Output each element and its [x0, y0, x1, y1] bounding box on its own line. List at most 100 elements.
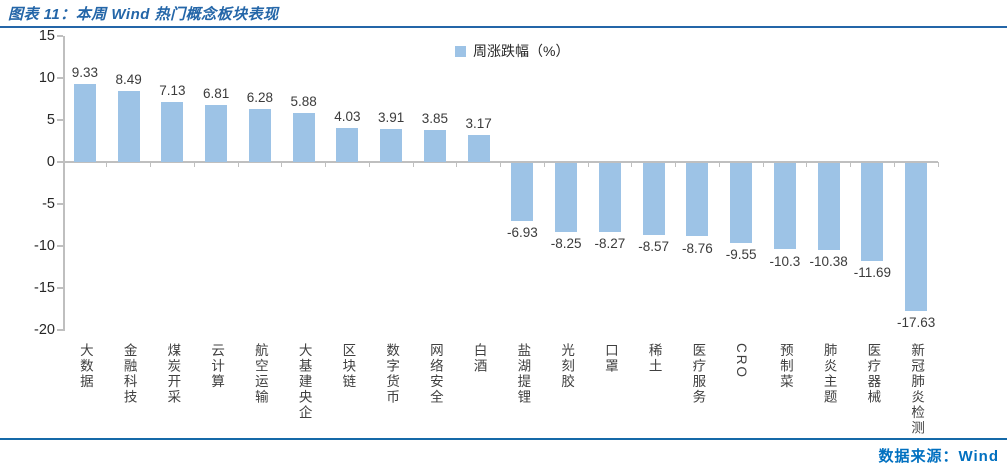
- category-label: 预制菜: [763, 343, 807, 445]
- bar-value-label: -8.57: [638, 238, 670, 254]
- y-axis-tick: [57, 287, 63, 289]
- y-tick-label: -15: [34, 280, 55, 296]
- bar: [161, 102, 184, 162]
- y-axis-tick: [57, 203, 63, 205]
- category-label: CRO: [719, 343, 763, 445]
- category-label-text: 网络安全: [427, 343, 443, 405]
- title-divider: [0, 26, 1007, 28]
- x-axis-tick: [106, 162, 108, 167]
- x-axis-tick: [762, 162, 764, 167]
- chart-legend: 周涨跌幅（%）: [455, 41, 569, 61]
- bar: [511, 162, 534, 221]
- category-label-text: 金融科技: [121, 343, 137, 405]
- bar: [73, 83, 96, 162]
- y-axis-tick: [57, 35, 63, 37]
- bar-value-label: 4.03: [334, 109, 361, 125]
- category-label-text: 区块链: [340, 343, 356, 390]
- y-tick-label: -5: [42, 196, 55, 212]
- y-tick-label: 5: [46, 112, 55, 128]
- category-label-text: 预制菜: [777, 343, 793, 390]
- bar-value-label: 3.91: [377, 110, 405, 126]
- y-axis-tick: [57, 161, 63, 163]
- y-tick-label: -20: [34, 322, 55, 338]
- category-label-text: 数字货币: [384, 343, 400, 405]
- data-source-label: 数据来源：Wind: [878, 448, 999, 465]
- x-axis-tick: [281, 162, 283, 167]
- x-axis-tick: [631, 162, 633, 167]
- bar: [380, 129, 403, 162]
- bar-value-label: -11.69: [853, 265, 892, 281]
- category-label-text: 煤炭开采: [165, 343, 181, 405]
- category-label: 区块链: [326, 343, 370, 445]
- bar-value-label: 8.49: [115, 71, 142, 87]
- bar-value-label: -17.63: [896, 315, 936, 331]
- y-axis-line: [63, 36, 65, 331]
- x-axis-tick: [806, 162, 808, 167]
- bar: [555, 162, 578, 233]
- category-label: 医疗器械: [851, 343, 895, 445]
- category-label: 肺炎主题: [807, 343, 851, 445]
- x-axis-tick: [718, 162, 720, 167]
- bar: [117, 90, 140, 162]
- bar: [730, 162, 753, 243]
- category-label-text: 大基建央企: [296, 343, 312, 421]
- category-label-text: 新冠肺炎检测: [909, 343, 925, 436]
- category-label-text: 盐湖提锂: [515, 343, 531, 405]
- x-axis-tick: [456, 162, 458, 167]
- y-axis-tick: [57, 245, 63, 247]
- bar-value-label: 3.17: [465, 116, 492, 132]
- bar-value-label: -8.27: [594, 236, 626, 252]
- category-label-text: 医疗器械: [865, 343, 881, 405]
- bar: [248, 109, 271, 162]
- category-label: 口罩: [588, 343, 632, 445]
- category-label-text: 口罩: [602, 343, 618, 374]
- bar-value-label: -8.76: [681, 240, 713, 256]
- category-label: 白酒: [457, 343, 501, 445]
- y-tick-label: 0: [46, 154, 55, 170]
- y-axis-tick: [57, 329, 63, 331]
- x-axis-tick: [587, 162, 589, 167]
- x-axis-tick: [500, 162, 501, 167]
- category-label: 大数据: [63, 343, 107, 445]
- x-axis-tick: [150, 162, 151, 167]
- category-label-text: 航空运输: [252, 343, 268, 405]
- bar: [861, 162, 884, 261]
- category-label-text: 白酒: [471, 343, 487, 374]
- bar-value-label: -6.93: [506, 225, 538, 241]
- category-label: 稀土: [632, 343, 676, 445]
- bar-value-label: 6.28: [246, 90, 274, 106]
- bar-value-label: -9.55: [725, 247, 757, 263]
- bar: [598, 162, 621, 233]
- category-label: 金融科技: [107, 343, 151, 445]
- legend-swatch-icon: [455, 45, 466, 57]
- x-axis-tick: [675, 162, 676, 167]
- y-tick-label: 15: [38, 28, 55, 44]
- category-label: 网络安全: [413, 343, 457, 445]
- category-label: 大基建央企: [282, 343, 326, 445]
- category-label: 云计算: [194, 343, 238, 445]
- x-axis-tick: [325, 162, 326, 167]
- category-label-text: 稀土: [646, 343, 662, 374]
- category-label-text: 肺炎主题: [821, 343, 837, 405]
- bar: [905, 162, 928, 311]
- x-axis-tick: [368, 162, 370, 167]
- bar-value-label: 9.33: [71, 64, 99, 80]
- bar: [642, 162, 665, 235]
- category-label: 煤炭开采: [151, 343, 195, 445]
- category-label: 数字货币: [369, 343, 413, 445]
- category-label-text: 光刻胶: [559, 343, 575, 390]
- category-label: 新冠肺炎检测: [894, 343, 938, 445]
- bar-value-label: 5.88: [290, 93, 317, 109]
- category-label: 航空运输: [238, 343, 282, 445]
- category-label-text: 大数据: [77, 343, 93, 390]
- x-axis-tick: [62, 162, 64, 167]
- bar: [467, 135, 490, 162]
- legend-label: 周涨跌幅（%）: [473, 43, 570, 59]
- category-label-text: 医疗服务: [690, 343, 706, 405]
- bar-value-label: 3.85: [421, 110, 449, 126]
- bar: [205, 104, 228, 162]
- chart-title: 图表 11：本周 Wind 热门概念板块表现: [8, 6, 279, 23]
- bar: [292, 112, 315, 162]
- category-label: 医疗服务: [676, 343, 720, 445]
